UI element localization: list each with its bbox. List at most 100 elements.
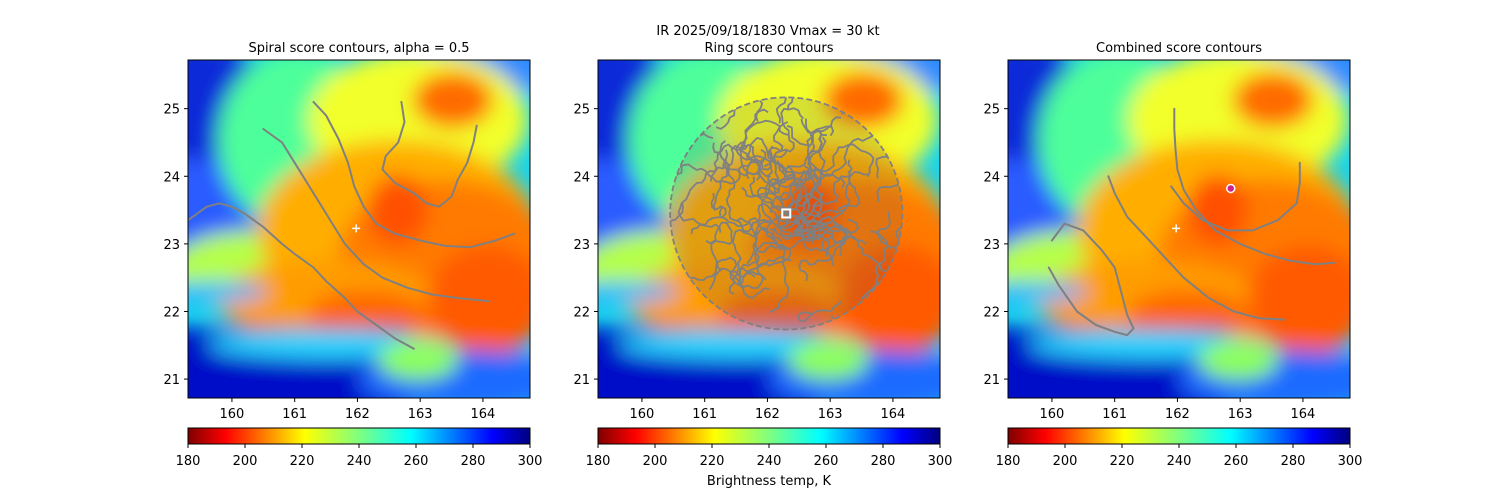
ring-contour-line — [749, 164, 795, 198]
panel-spiral-frame — [187, 59, 531, 399]
colorbar-tick-label: 220 — [700, 454, 725, 469]
ring-contour-line — [708, 252, 764, 291]
x-tick-label: 161 — [692, 407, 717, 422]
combined-contours — [1047, 107, 1336, 337]
ring-contour-line — [728, 255, 792, 295]
panel-ring-title: Ring score contours — [704, 41, 833, 56]
ring-contour-line — [806, 218, 859, 241]
colorbar-tick-label: 280 — [1281, 454, 1306, 469]
colorbar-tick-label: 180 — [996, 454, 1021, 469]
ring-contour-line — [677, 202, 722, 233]
x-tick-label: 164 — [881, 407, 906, 422]
spiral-contours — [188, 100, 516, 350]
y-tick-label: 23 — [983, 238, 1000, 253]
panel-ring: Ring score contours 160 161 162 163 164 21 22… — [538, 35, 988, 422]
colorbar-tick-label: 260 — [814, 454, 839, 469]
ring-contour-line — [767, 148, 789, 193]
y-tick-label: 22 — [573, 305, 590, 320]
colorbar-combined: 180 200 220 240 260 280 300 — [996, 427, 1362, 469]
ring-contour-line — [712, 144, 749, 212]
ring-contour-line — [786, 125, 835, 147]
ring-contour-line — [678, 256, 756, 286]
colorbar-tick-label: 260 — [1224, 454, 1249, 469]
y-tick-label: 25 — [163, 103, 180, 118]
ring-contour-line — [736, 217, 758, 265]
colorbar-tick-label: 260 — [404, 454, 429, 469]
colorbar-tick-label: 240 — [347, 454, 372, 469]
spiral-contour-line — [312, 100, 516, 249]
ring-contour-line — [712, 142, 762, 180]
first-guess-marker — [1172, 224, 1181, 233]
colorbar-tick-label: 200 — [643, 454, 668, 469]
y-tick-label: 23 — [573, 238, 590, 253]
panel-combined-image — [948, 35, 1398, 418]
x-tick-label: 164 — [1291, 407, 1316, 422]
ring-contour-line — [718, 207, 794, 237]
ring-outline — [669, 96, 904, 331]
colorbar-tick-label: 280 — [871, 454, 896, 469]
x-tick-label: 162 — [345, 407, 370, 422]
ring-contour-line — [818, 134, 846, 189]
colorbar-spiral: 180 200 220 240 260 280 300 — [176, 427, 543, 469]
y-tick-label: 23 — [163, 238, 180, 253]
ring-contour-line — [747, 137, 810, 178]
colorbar-tick-label: 300 — [518, 454, 543, 469]
combined-contour-line — [1173, 107, 1336, 266]
ring-contour-line — [743, 97, 787, 124]
ring-contour-line — [820, 171, 869, 205]
combined-contour-line — [1047, 222, 1135, 337]
colorbar-tick-label: 240 — [757, 454, 782, 469]
panel-spiral-title: Spiral score contours, alpha = 0.5 — [248, 41, 469, 56]
ring-contour-line — [798, 235, 867, 282]
spiral-contour-line — [262, 128, 491, 303]
colorbar-tick-label: 300 — [928, 454, 953, 469]
colorbar-tick-label: 180 — [586, 454, 611, 469]
first-guess-marker — [352, 224, 361, 233]
combined-contour-line — [1107, 175, 1286, 321]
ring-contour-line — [763, 107, 805, 167]
panel-spiral: Spiral score contours, alpha = 0.5 160 16… — [163, 41, 531, 422]
ring-contour-line — [715, 97, 764, 130]
ring-contour-line — [797, 300, 843, 322]
ring-contour-line — [710, 108, 769, 182]
colorbar-tick-label: 220 — [290, 454, 315, 469]
colorbar-spiral-gradient — [187, 427, 531, 445]
colorbar-tick-label: 200 — [233, 454, 258, 469]
spiral-contour-line — [188, 202, 415, 350]
ring-contour-line — [674, 161, 761, 185]
y-tick-label: 25 — [983, 103, 1000, 118]
ring-contour-line — [860, 280, 903, 317]
colorbar-tick-label: 180 — [176, 454, 201, 469]
x-tick-label: 160 — [220, 407, 245, 422]
y-tick-label: 24 — [983, 170, 1000, 185]
figure-suptitle: IR 2025/09/18/1830 Vmax = 30 kt — [656, 24, 879, 39]
ring-contour-line — [769, 208, 847, 238]
x-tick-label: 161 — [282, 407, 307, 422]
colorbar-tick-label: 240 — [1167, 454, 1192, 469]
colorbar-ring-gradient — [597, 427, 941, 445]
spiral-contour-line — [381, 100, 478, 208]
colorbar-ring: 180 200 220 240 260 280 300 Brightness temp, K — [586, 427, 953, 489]
ring-contour-line — [790, 143, 875, 212]
ring-contour-line — [757, 202, 791, 242]
y-tick-label: 21 — [573, 373, 590, 388]
colorbar-combined-gradient — [1007, 427, 1351, 445]
colorbar-tick-label: 220 — [1110, 454, 1135, 469]
panel-ring-image — [538, 35, 988, 418]
colorbar-label: Brightness temp, K — [707, 474, 832, 489]
ring-contour-line — [735, 141, 773, 171]
combined-center-marker — [1226, 183, 1236, 194]
x-tick-label: 162 — [1165, 407, 1190, 422]
x-tick-label: 160 — [1040, 407, 1065, 422]
ring-contour-line — [705, 227, 769, 245]
x-tick-label: 163 — [1228, 407, 1253, 422]
ring-contour-line — [710, 221, 742, 273]
panel-ring-frame — [597, 59, 941, 399]
ring-contour-line — [764, 176, 800, 208]
x-tick-label: 163 — [818, 407, 843, 422]
ring-contour-line — [740, 119, 789, 164]
colorbar-tick-label: 280 — [461, 454, 486, 469]
y-tick-label: 21 — [163, 373, 180, 388]
panel-combined-title: Combined score contours — [1096, 41, 1262, 56]
